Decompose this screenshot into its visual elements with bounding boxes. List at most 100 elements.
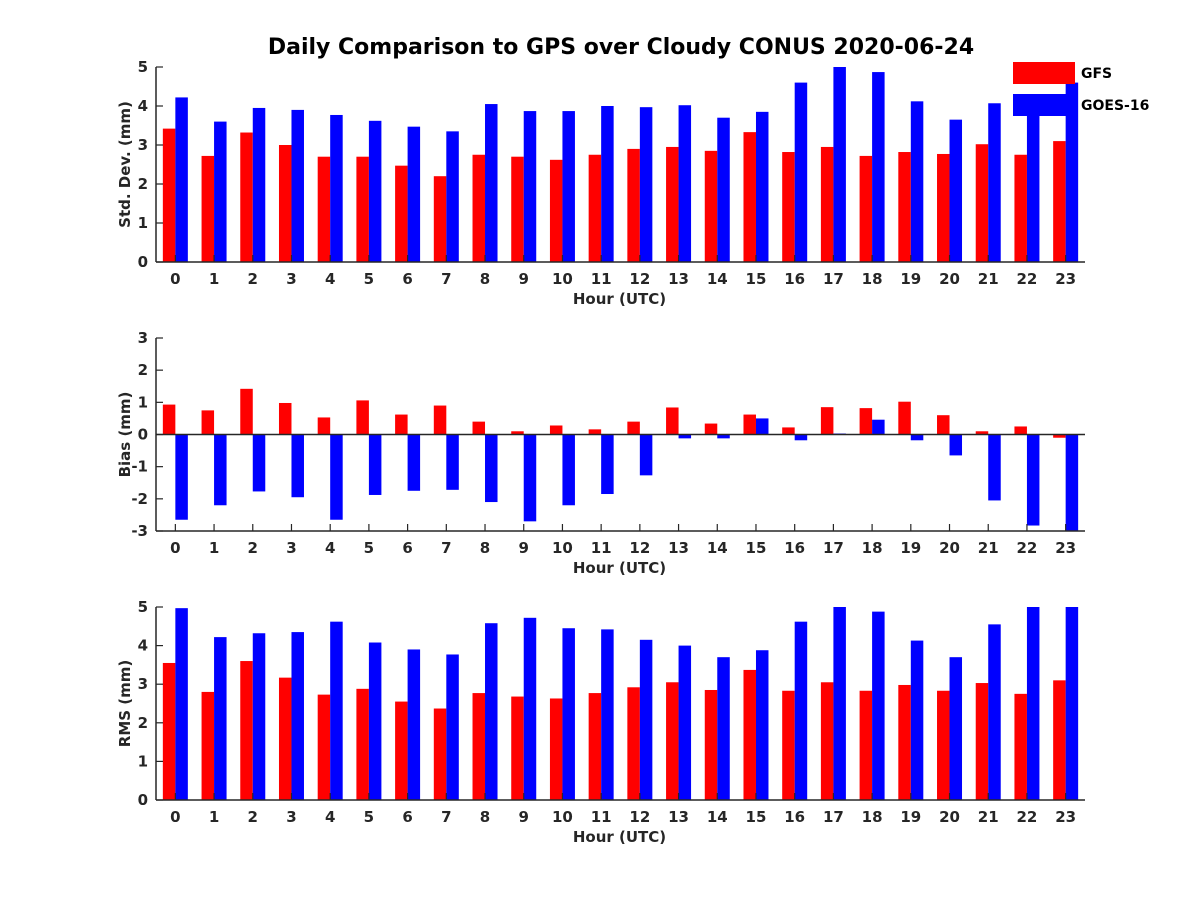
y-tick-label: 3 bbox=[138, 675, 148, 693]
y-tick-label: 3 bbox=[138, 136, 148, 154]
bar-gfs-hour-19 bbox=[898, 401, 911, 435]
x-tick-label: 12 bbox=[629, 270, 650, 288]
bar-goes-16-hour-12 bbox=[639, 639, 653, 800]
x-axis-label: Hour (UTC) bbox=[573, 290, 666, 308]
bar-goes-16-hour-23 bbox=[1065, 607, 1079, 800]
x-tick-label: 17 bbox=[823, 808, 844, 826]
bar-goes-16-hour-3 bbox=[291, 434, 304, 498]
bar-goes-16-hour-22 bbox=[1026, 434, 1040, 526]
bar-gfs-hour-17 bbox=[820, 146, 834, 262]
bar-goes-16-hour-13 bbox=[678, 645, 692, 800]
x-tick-label: 1 bbox=[209, 808, 219, 826]
bar-goes-16-hour-6 bbox=[407, 434, 421, 491]
x-tick-label: 8 bbox=[480, 270, 490, 288]
bar-goes-16-hour-2 bbox=[252, 107, 266, 262]
x-tick-label: 17 bbox=[823, 539, 844, 557]
bar-goes-16-hour-19 bbox=[910, 434, 924, 441]
x-tick-label: 15 bbox=[746, 270, 767, 288]
y-tick-label: 1 bbox=[138, 752, 148, 770]
bar-gfs-hour-3 bbox=[278, 402, 292, 435]
bar-goes-16-hour-18 bbox=[872, 611, 885, 800]
bar-gfs-hour-0 bbox=[162, 128, 176, 262]
bar-gfs-hour-12 bbox=[627, 421, 640, 435]
bar-goes-16-hour-19 bbox=[910, 101, 924, 262]
x-tick-label: 3 bbox=[286, 539, 296, 557]
bar-goes-16-hour-9 bbox=[523, 434, 537, 522]
x-tick-label: 7 bbox=[441, 270, 451, 288]
legend-swatch-goes-16 bbox=[1013, 94, 1075, 116]
y-tick-label: 1 bbox=[138, 393, 148, 411]
bar-goes-16-hour-13 bbox=[678, 434, 692, 439]
bar-goes-16-hour-10 bbox=[562, 434, 575, 506]
y-tick-label: 4 bbox=[138, 637, 148, 655]
bar-gfs-hour-7 bbox=[433, 176, 447, 262]
bar-goes-16-hour-14 bbox=[717, 657, 730, 800]
x-tick-label: 7 bbox=[441, 808, 451, 826]
legend-label: GFS bbox=[1081, 66, 1112, 82]
bar-goes-16-hour-11 bbox=[601, 434, 614, 495]
x-tick-label: 6 bbox=[402, 539, 412, 557]
bar-goes-16-hour-0 bbox=[175, 608, 188, 800]
bar-goes-16-hour-4 bbox=[330, 434, 343, 520]
y-tick-label: -2 bbox=[131, 490, 148, 508]
x-tick-label: 11 bbox=[591, 808, 612, 826]
bar-goes-16-hour-5 bbox=[368, 120, 382, 262]
bar-gfs-hour-14 bbox=[704, 150, 718, 262]
x-tick-label: 3 bbox=[286, 808, 296, 826]
bar-goes-16-hour-17 bbox=[833, 67, 846, 262]
x-axis-label: Hour (UTC) bbox=[573, 559, 666, 577]
bar-goes-16-hour-4 bbox=[330, 621, 343, 800]
y-tick-label: 5 bbox=[138, 598, 148, 616]
bar-goes-16-hour-2 bbox=[252, 633, 266, 800]
bar-gfs-hour-6 bbox=[395, 701, 408, 800]
bar-gfs-hour-23 bbox=[1053, 434, 1066, 438]
x-tick-label: 6 bbox=[402, 270, 412, 288]
x-tick-label: 19 bbox=[900, 270, 921, 288]
bar-gfs-hour-13 bbox=[666, 146, 679, 262]
bar-goes-16-hour-15 bbox=[755, 111, 769, 262]
bar-gfs-hour-17 bbox=[820, 407, 834, 435]
x-tick-label: 3 bbox=[286, 270, 296, 288]
y-tick-label: -3 bbox=[131, 522, 148, 540]
bar-goes-16-hour-6 bbox=[407, 649, 421, 800]
x-tick-label: 23 bbox=[1055, 539, 1076, 557]
bar-goes-16-hour-23 bbox=[1065, 434, 1079, 531]
bar-goes-16-hour-21 bbox=[988, 103, 1001, 263]
bar-gfs-hour-21 bbox=[975, 683, 989, 800]
bar-gfs-hour-22 bbox=[1014, 426, 1027, 435]
x-tick-label: 11 bbox=[591, 270, 612, 288]
bar-goes-16-hour-10 bbox=[562, 111, 575, 262]
bar-goes-16-hour-20 bbox=[949, 119, 963, 263]
bar-goes-16-hour-20 bbox=[949, 657, 963, 800]
x-tick-label: 9 bbox=[519, 539, 529, 557]
bar-goes-16-hour-1 bbox=[214, 637, 227, 800]
x-tick-label: 4 bbox=[325, 539, 335, 557]
x-tick-label: 7 bbox=[441, 539, 451, 557]
bar-gfs-hour-11 bbox=[588, 693, 602, 800]
bar-goes-16-hour-16 bbox=[794, 434, 808, 441]
x-tick-label: 2 bbox=[248, 808, 258, 826]
y-tick-label: 2 bbox=[138, 714, 148, 732]
y-tick-label: 5 bbox=[138, 58, 148, 76]
x-tick-label: 23 bbox=[1055, 808, 1076, 826]
x-tick-label: 15 bbox=[746, 539, 767, 557]
bar-gfs-hour-8 bbox=[472, 421, 486, 435]
bar-gfs-hour-13 bbox=[666, 682, 679, 800]
y-tick-label: 2 bbox=[138, 361, 148, 379]
bar-goes-16-hour-8 bbox=[485, 623, 498, 800]
bar-goes-16-hour-13 bbox=[678, 105, 692, 262]
legend: GFS GOES-16 bbox=[1013, 62, 1149, 116]
x-tick-label: 8 bbox=[480, 539, 490, 557]
bar-gfs-hour-14 bbox=[704, 689, 718, 800]
x-axis-label: Hour (UTC) bbox=[573, 828, 666, 846]
x-tick-label: 10 bbox=[552, 808, 573, 826]
x-tick-label: 1 bbox=[209, 539, 219, 557]
x-tick-label: 16 bbox=[784, 808, 805, 826]
x-tick-label: 10 bbox=[552, 270, 573, 288]
y-tick-label: 1 bbox=[138, 214, 148, 232]
bar-goes-16-hour-23 bbox=[1065, 82, 1079, 262]
bar-goes-16-hour-16 bbox=[794, 621, 808, 800]
bar-gfs-hour-4 bbox=[317, 156, 331, 262]
y-tick-label: 0 bbox=[138, 253, 148, 271]
